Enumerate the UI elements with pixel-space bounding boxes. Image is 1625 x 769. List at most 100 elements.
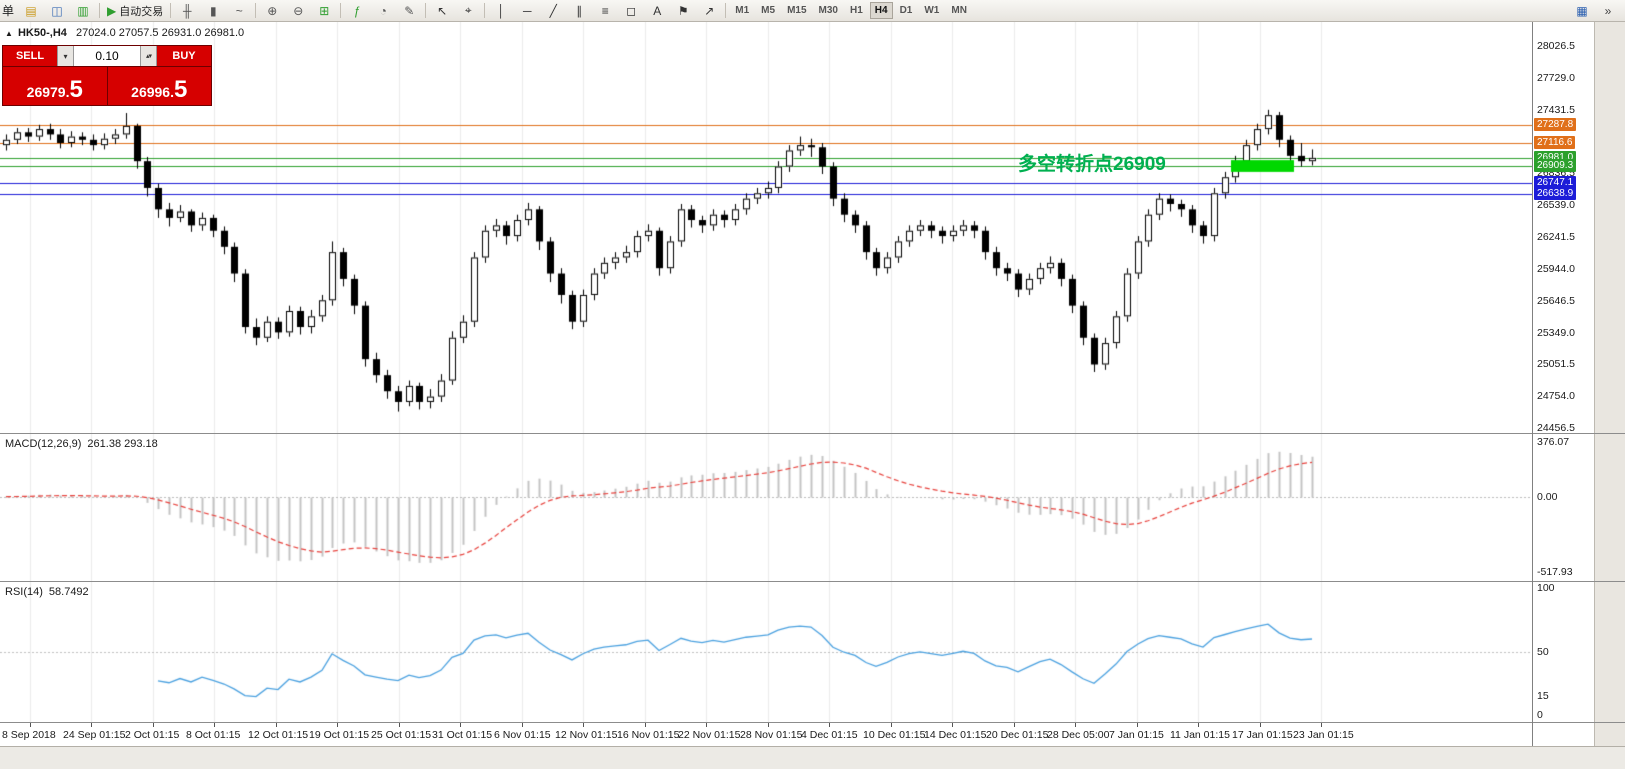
price-axis-label: 27729.0 [1537,71,1575,84]
timeframe-mn-button[interactable]: MN [951,5,967,16]
shapes-icon[interactable]: ◻ [626,3,637,18]
timeframe-w1-button[interactable]: W1 [924,5,940,16]
market-watch-icon[interactable]: ▦ [1576,4,1588,18]
time-axis-tick [891,723,892,727]
price-axis-label: 26241.5 [1537,231,1575,243]
time-axis-label: 31 Oct 01:15 [432,729,493,741]
timeframe-m30-button[interactable]: M30 [818,5,838,16]
time-axis-label: 12 Nov 01:15 [555,729,618,741]
time-axis-label: 25 Oct 01:15 [371,729,432,741]
cursor-icon[interactable]: ↖ [437,3,448,18]
time-axis[interactable]: 8 Sep 2018 24 Sep 01:15 2 Oct 01:15 8 Oct 0… [0,723,1532,746]
panel-separator[interactable] [0,433,1625,434]
price-line-badge: 26638.9 [1534,187,1577,201]
timeframe-h1-button[interactable]: H1 [849,5,863,16]
time-axis-tick [583,723,584,727]
zoom-out-icon[interactable]: ⊖ [293,3,304,18]
fibonacci-icon[interactable]: ≡ [601,3,609,18]
play-icon: ▶ [107,3,117,18]
toolbar-separator [255,3,257,18]
time-axis-label: 28 Nov 01:15 [740,729,803,741]
autotrading-button[interactable]: ▶ 自动交易 [104,1,166,21]
buy-button[interactable]: BUY [157,46,211,66]
rsi-axis[interactable]: 100 50 15 0 [1533,582,1593,722]
rsi-panel: RSI(14) 58.7492 [0,582,1532,722]
line-chart-icon[interactable]: ~ [235,3,243,18]
indicators-icon[interactable]: ƒ [353,3,361,18]
timeframe-m15-button[interactable]: M15 [787,5,807,16]
volume-spinner-icon[interactable]: ▴▾ [140,46,157,66]
toolbar-separator [484,3,486,18]
time-axis-tick [952,723,953,727]
price-axis-label: 25944.0 [1537,262,1575,275]
macd-label-name: MACD(12,26,9) [5,438,82,450]
sell-price-button[interactable]: 26979. 5 [3,67,108,105]
zoom-in-icon[interactable]: ⊕ [267,3,278,18]
time-axis-tick [1014,723,1015,727]
time-axis-label: 22 Nov 01:15 [678,729,741,741]
price-axis[interactable]: 28026.527729.027431.527134.026836.526539… [1533,22,1593,434]
macd-canvas[interactable] [0,434,1532,581]
price-axis-label: 24456.5 [1537,422,1575,434]
panel-separator[interactable] [0,581,1625,582]
tile-windows-icon[interactable]: ⊞ [319,3,330,18]
rsi-label: RSI(14) 58.7492 [5,586,89,598]
bar-chart-icon[interactable]: ╫ [182,3,192,18]
price-axis-label: 28026.5 [1537,40,1575,52]
buy-price-button[interactable]: 26996. 5 [107,67,211,105]
horizontal-line-icon[interactable]: ─ [522,3,532,18]
menu-label[interactable]: 单 [2,4,15,18]
time-axis-tick [706,723,707,727]
price-line-badge: 26909.3 [1534,158,1577,172]
time-axis-label: 20 Dec 01:15 [986,729,1049,741]
equidistant-channel-icon[interactable]: ∥ [576,3,583,18]
price-line-badge: 27287.8 [1534,118,1577,132]
price-axis-label: 24754.0 [1537,390,1575,403]
arrow-objects-icon[interactable]: ↗ [704,3,715,18]
price-chart-canvas[interactable] [0,22,1532,433]
time-axis-tick [1260,723,1261,727]
chart-symbol-period: HK50-,H4 [17,27,67,39]
vertical-line-icon[interactable]: │ [497,3,506,18]
autotrading-button-label: 自动交易 [119,5,164,18]
timeframe-m1-button[interactable]: M1 [735,5,750,16]
panel-separator[interactable] [0,722,1625,723]
periods-icon[interactable]: ◔ [379,3,387,18]
axis-border-line [1532,22,1533,746]
time-axis-label: 12 Oct 01:15 [248,729,309,741]
right-side-strip [1594,22,1625,746]
time-axis-tick [337,723,338,727]
buy-price-pips: 5 [173,76,188,103]
rsi-canvas[interactable] [0,582,1532,722]
time-axis-label: 19 Oct 01:15 [309,729,370,741]
chart-header: ▲ HK50-,H4 27024.0 27057.5 26931.0 26981… [5,27,244,39]
crosshair-icon[interactable]: ⌖ [464,3,472,17]
symbol-marker-icon: ▲ [5,29,13,38]
profile-icon[interactable]: ◫ [51,3,63,18]
rsi-axis-label: 50 [1537,645,1549,658]
toolbar-overflow-icon[interactable]: » [1604,4,1612,18]
text-icon[interactable]: A [653,3,662,18]
timeframe-d1-button[interactable]: D1 [899,5,913,16]
time-axis-label: 14 Dec 01:15 [924,729,987,741]
time-axis-label: 10 Dec 01:15 [863,729,926,741]
macd-axis[interactable]: 376.07 0.00 -517.93 [1533,434,1593,581]
time-axis-label: 11 Jan 01:15 [1170,729,1230,741]
charts-icon[interactable]: ▥ [77,3,89,18]
candlestick-chart-icon[interactable]: ▮ [209,3,217,18]
time-axis-label: 17 Jan 01:15 [1232,729,1293,741]
buy-price-main: 26996. [131,84,174,100]
time-axis-label: 24 Sep 01:15 [63,729,126,741]
volume-input[interactable] [74,46,140,66]
new-order-icon[interactable]: ▤ [25,3,37,18]
trendline-icon[interactable]: ╱ [549,3,557,18]
timeframe-m5-button[interactable]: M5 [761,5,776,16]
sell-price-main: 26979. [26,84,70,100]
volume-dropdown-icon[interactable]: ▾ [57,46,74,66]
rsi-label-value: 58.7492 [48,586,89,598]
timeframe-h4-button[interactable]: H4 [869,2,893,19]
sell-button[interactable]: SELL [3,46,57,66]
templates-icon[interactable]: ✎ [404,3,415,18]
text-label-icon[interactable]: ⚑ [677,3,689,18]
rsi-axis-label: 100 [1537,582,1555,594]
